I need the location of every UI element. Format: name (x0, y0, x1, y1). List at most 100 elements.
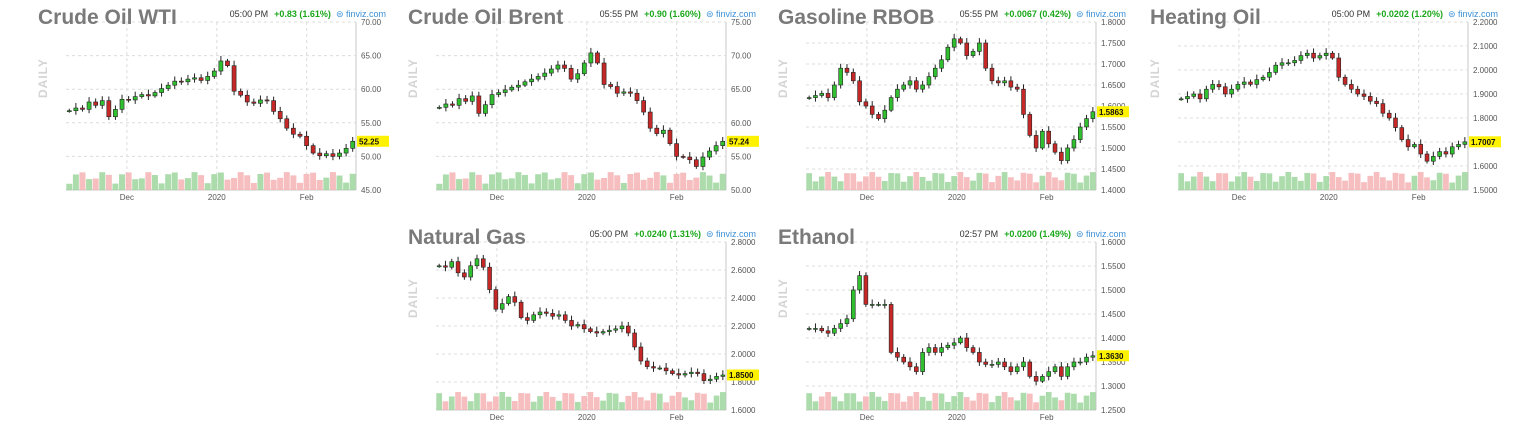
volume-bar (982, 393, 989, 410)
candle-body (450, 103, 455, 106)
candlestick-chart[interactable]: 1.6000 1.5500 1.5000 1.4500 1.4000 1.3500 1.30… (778, 222, 1138, 422)
y-tick-label: 1.4500 (1101, 165, 1126, 174)
candlestick-chart[interactable]: 1.80001.75001.70001.65001.60001.55001.50… (778, 2, 1138, 202)
source-link[interactable]: ⊜ finviz.com (1448, 9, 1498, 19)
volume-bar (607, 172, 614, 190)
candle-body (205, 76, 211, 81)
volume-bar (881, 401, 888, 410)
candle-body (996, 80, 1001, 84)
volume-bar (562, 392, 569, 410)
candle-body (581, 62, 587, 75)
y-tick-label: 75.00 (731, 18, 752, 27)
candle-body (996, 361, 1001, 365)
y-tick-label: 65.00 (361, 52, 382, 61)
source-text: finviz.com (715, 9, 756, 19)
link-icon: ⊜ (705, 9, 716, 19)
source-link[interactable]: ⊜ finviz.com (1076, 9, 1126, 19)
candle-body (970, 347, 976, 353)
candle-body (819, 328, 825, 332)
chart-title: Gasoline RBOB (778, 6, 935, 29)
candle-body (857, 275, 862, 291)
volume-bar (436, 393, 443, 410)
volume-bar (600, 400, 606, 410)
volume-bar (907, 176, 913, 190)
link-icon: ⊜ (1447, 9, 1458, 19)
last-price-marker (727, 369, 759, 381)
volume-bar (601, 177, 608, 190)
candle-body (680, 156, 686, 158)
source-link[interactable]: ⊜ finviz.com (336, 9, 386, 19)
y-tick-label: 1.5500 (1101, 123, 1126, 132)
candle-body (1052, 143, 1058, 153)
candle-body (945, 344, 951, 348)
volume-bar (1449, 182, 1456, 190)
volume-bar (442, 174, 449, 190)
candle-body (657, 367, 663, 370)
candle-body (638, 346, 644, 362)
volume-bar (669, 395, 676, 410)
volume-bar (682, 397, 688, 410)
candle-body (1374, 100, 1379, 104)
candle-body (139, 94, 145, 97)
candlestick-chart[interactable]: 2.8000 2.6000 2.4000 2.2000 2.0000 1.8000 1.60… (408, 222, 768, 422)
candle-body (641, 100, 646, 113)
chart-title: Ethanol (778, 226, 855, 249)
volume-bar (125, 172, 132, 190)
volume-bar (1045, 172, 1052, 190)
volume-bar (844, 173, 850, 190)
volume-bar (1417, 172, 1424, 190)
candle-body (93, 101, 99, 106)
volume-bar (1461, 172, 1468, 190)
candle-body (926, 76, 932, 86)
last-price-label: 1.5863 (1099, 108, 1124, 117)
chart-panel-rbob: Gasoline RBOB 05:55 PM +0.0067 (0.42%) ⊜ f… (776, 2, 1138, 202)
volume-bar (581, 396, 588, 410)
volume-bar (1266, 173, 1273, 190)
candle-body (297, 133, 303, 137)
volume-bar (1235, 176, 1241, 190)
x-tick-label: Dec (1232, 193, 1246, 202)
volume-bar (673, 173, 680, 190)
candle-body (901, 84, 906, 90)
source-link[interactable]: ⊜ finviz.com (706, 9, 756, 19)
candle-body (1014, 86, 1020, 90)
candle-body (1260, 76, 1266, 80)
volume-bar (119, 174, 126, 190)
volume-bar (976, 172, 983, 190)
volume-bar (1335, 177, 1342, 190)
candlestick-chart[interactable]: 2.20002.10002.00001.90001.80001.70001.60… (1150, 2, 1510, 202)
quote-time: 02:57 PM (959, 229, 999, 239)
volume-bar (656, 393, 663, 410)
volume-bar (932, 172, 939, 190)
candle-body (487, 266, 492, 290)
link-icon: ⊜ (335, 9, 346, 19)
candlestick-chart[interactable]: 70.00 65.00 60.00 55.00 50.00 45.00 Dec 2020 Feb… (38, 2, 398, 202)
volume-bar (957, 172, 964, 190)
candle-body (244, 94, 250, 103)
x-tick-label: Feb (1040, 193, 1054, 202)
candle-body (939, 347, 944, 353)
volume-bar (568, 393, 575, 410)
source-link[interactable]: ⊜ finviz.com (1076, 229, 1126, 239)
volume-bar (204, 183, 211, 190)
volume-bar (442, 401, 449, 410)
source-link[interactable]: ⊜ finviz.com (706, 229, 756, 239)
candle-body (73, 107, 79, 112)
volume-bar (474, 393, 480, 410)
y-tick-label: 1.5000 (1101, 144, 1126, 153)
volume-bar (467, 401, 474, 410)
candle-body (720, 141, 726, 146)
candle-body (1197, 93, 1203, 100)
volume-bar (869, 172, 876, 190)
chart-panel-wti: Crude Oil WTI 05:00 PM +0.83 (1.61%) ⊜ fin… (36, 2, 398, 202)
candle-body (264, 99, 270, 102)
candle-body (720, 374, 726, 377)
volume-bar (926, 400, 932, 410)
candlestick-chart[interactable]: 75.00 70.00 65.00 60.00 55.00 50.00 Dec 2020 Feb… (408, 2, 768, 202)
volume-bar (436, 183, 443, 190)
volume-bar (650, 392, 657, 410)
volume-bar (850, 393, 857, 410)
x-tick-label: Dec (490, 413, 504, 422)
volume-bar (1216, 173, 1222, 190)
volume-bar (469, 172, 476, 190)
